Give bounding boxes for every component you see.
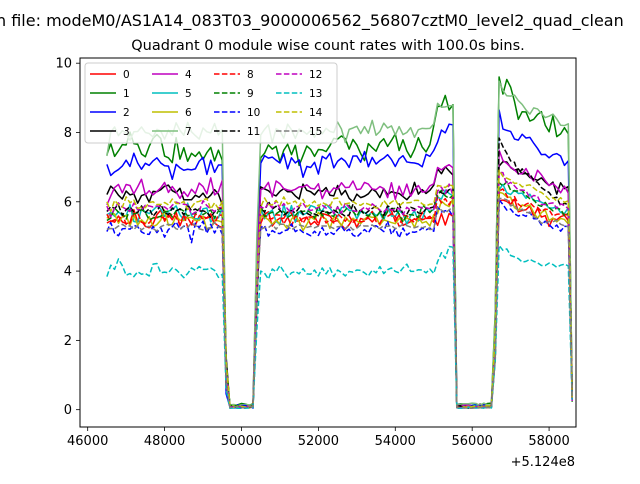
figure-suptitle: n file: modeM0/AS1A14_083T03_9000006562_… bbox=[0, 11, 624, 31]
x-tick-label: 48000 bbox=[144, 434, 185, 449]
x-offset-label: +5.124e8 bbox=[511, 455, 575, 470]
axes-frame bbox=[79, 57, 577, 428]
x-tick-label: 50000 bbox=[221, 434, 262, 449]
x-tick-label: 56000 bbox=[452, 434, 493, 449]
series-line-14 bbox=[106, 169, 573, 408]
chart-title: Quadrant 0 module wise count rates with … bbox=[131, 38, 525, 54]
x-tick-label: 58000 bbox=[528, 434, 569, 449]
legend-label-7: 7 bbox=[185, 126, 192, 138]
series-line-9 bbox=[106, 180, 573, 409]
legend-label-11: 11 bbox=[247, 126, 260, 138]
legend-box bbox=[84, 62, 338, 144]
series-line-8 bbox=[106, 188, 573, 409]
y-tick-label: 10 bbox=[55, 57, 72, 72]
legend-label-9: 9 bbox=[247, 88, 254, 100]
legend-label-5: 5 bbox=[185, 88, 192, 100]
series-line-15 bbox=[106, 197, 573, 410]
y-tick-label: 6 bbox=[64, 195, 72, 210]
legend-label-6: 6 bbox=[185, 107, 192, 119]
x-tick-label: 54000 bbox=[375, 434, 416, 449]
y-tick-label: 0 bbox=[64, 403, 72, 418]
y-tick-label: 4 bbox=[64, 265, 72, 280]
legend-label-13: 13 bbox=[309, 88, 322, 100]
legend-label-10: 10 bbox=[247, 107, 260, 119]
legend-label-12: 12 bbox=[309, 69, 322, 81]
legend-label-2: 2 bbox=[123, 107, 130, 119]
legend-label-3: 3 bbox=[123, 126, 130, 138]
legend-label-1: 1 bbox=[123, 88, 130, 100]
x-tick-label: 52000 bbox=[298, 434, 339, 449]
y-tick-label: 8 bbox=[64, 126, 72, 141]
legend-label-15: 15 bbox=[309, 126, 322, 138]
y-tick-label: 2 bbox=[64, 334, 72, 349]
series-line-13 bbox=[106, 244, 573, 410]
x-tick-label: 46000 bbox=[67, 434, 108, 449]
legend-label-0: 0 bbox=[123, 69, 130, 81]
legend-label-4: 4 bbox=[185, 69, 192, 81]
legend-label-14: 14 bbox=[309, 107, 323, 119]
legend-label-8: 8 bbox=[247, 69, 254, 81]
